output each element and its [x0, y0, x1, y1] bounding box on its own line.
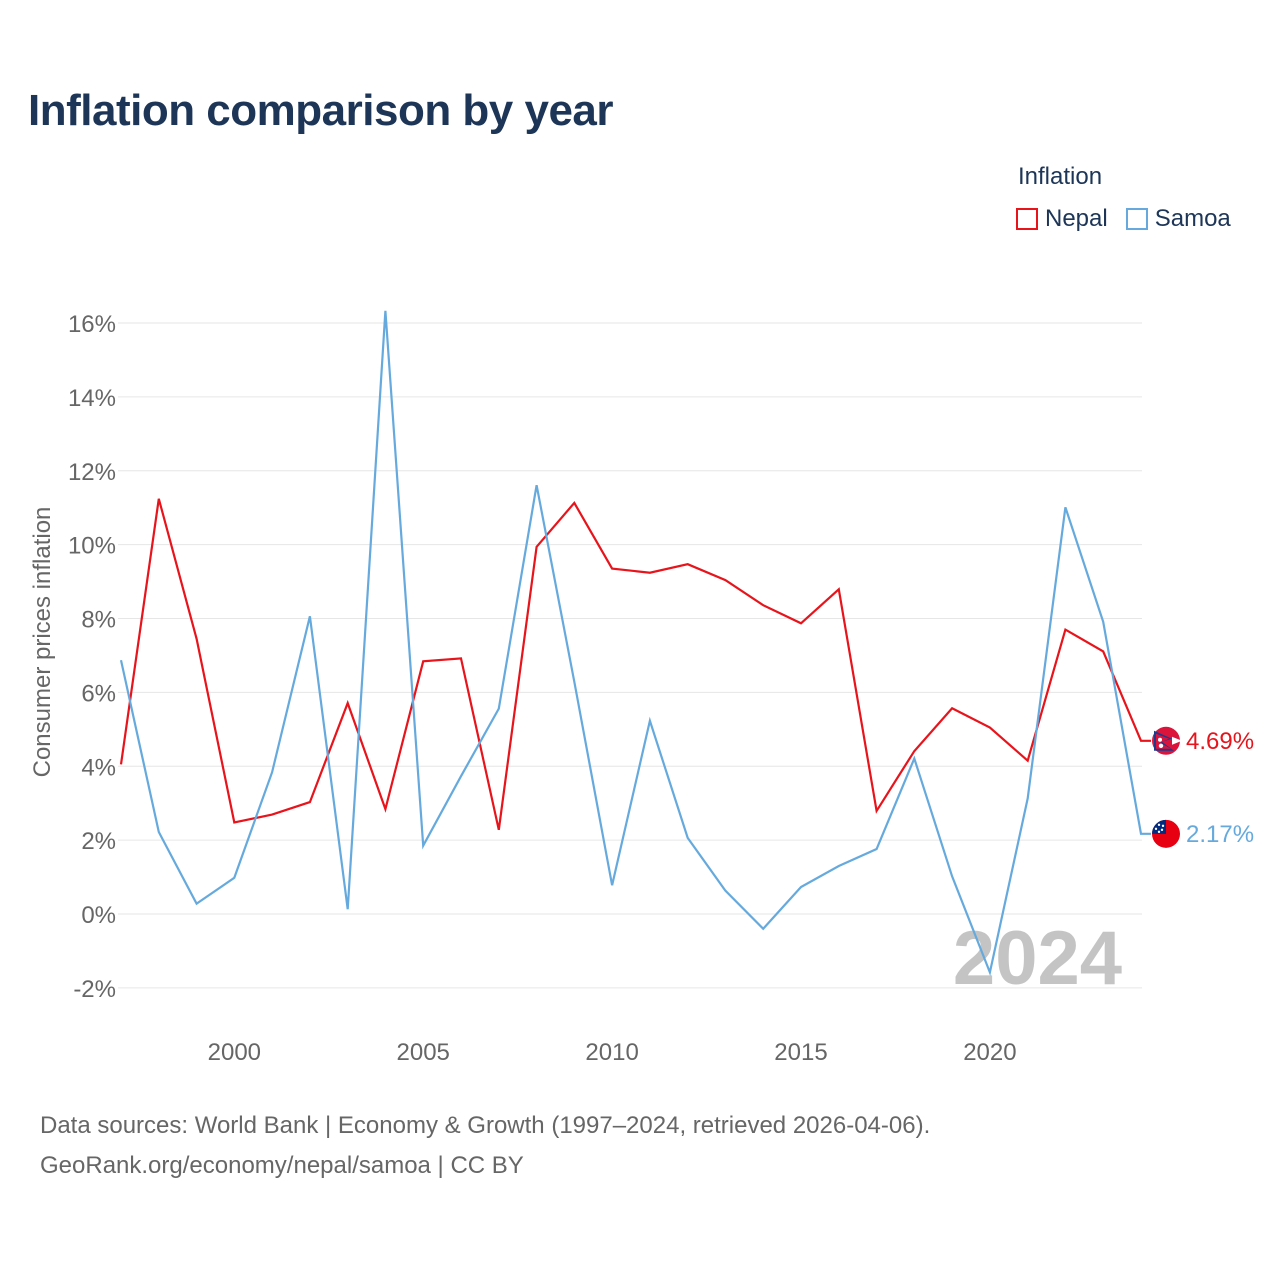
- end-label-nepal: 4.69%: [1186, 728, 1254, 755]
- x-tick-labels: 2000 2005 2010 2015 2020: [208, 1039, 1017, 1066]
- y-tick-label: 10%: [68, 533, 116, 560]
- legend-item-nepal[interactable]: Nepal: [1016, 205, 1108, 233]
- x-tick-label: 2005: [397, 1039, 450, 1066]
- y-tick-label: 14%: [68, 385, 116, 412]
- legend-swatch-samoa: [1125, 208, 1148, 230]
- x-tick-label: 2020: [963, 1039, 1016, 1066]
- y-axis-label: Consumer prices inflation: [29, 507, 56, 778]
- legend-title: Inflation: [1018, 163, 1103, 190]
- series-line-nepal[interactable]: [119, 498, 1151, 831]
- footer-sources: Data sources: World Bank | Economy & Gro…: [40, 1112, 931, 1139]
- y-tick-label: 6%: [81, 680, 116, 707]
- series-line-samoa[interactable]: [119, 310, 1151, 977]
- legend: Nepal Samoa: [1016, 205, 1249, 233]
- legend-label-samoa: Samoa: [1154, 205, 1231, 232]
- end-label-samoa: 2.17%: [1186, 821, 1254, 848]
- y-tick-labels: -2% 0% 2% 4% 6% 8% 10% 12% 14% 16%: [68, 311, 116, 1003]
- x-tick-label: 2015: [774, 1039, 827, 1066]
- legend-swatch-nepal: [1016, 208, 1038, 230]
- x-tick-label: 2000: [208, 1039, 261, 1066]
- y-tick-label: 16%: [68, 311, 116, 338]
- y-tick-label: 4%: [81, 754, 116, 781]
- y-tick-label: 8%: [81, 607, 116, 634]
- series-end-labels: 4.69% 2.17%: [1152, 726, 1254, 848]
- nepal-flag-icon: [1152, 726, 1182, 755]
- samoa-flag-icon: [1152, 819, 1180, 848]
- legend-label-nepal: Nepal: [1045, 205, 1108, 232]
- line-chart: -2%0%2%4%6%8%10%12%14%16% 2000 2005 2010 20…: [29, 310, 1254, 1066]
- y-tick-label: 12%: [68, 459, 116, 486]
- year-watermark: 2024: [953, 916, 1122, 1001]
- x-tick-label: 2010: [585, 1039, 638, 1066]
- y-tick-label: 0%: [81, 902, 116, 929]
- legend-item-samoa[interactable]: Samoa: [1125, 205, 1231, 233]
- chart-title: Inflation comparison by year: [28, 86, 614, 135]
- footer: Data sources: World Bank | Economy & Gro…: [40, 1106, 930, 1186]
- gridlines: [118, 322, 1142, 989]
- y-tick-label: -2%: [73, 976, 116, 1003]
- y-tick-label: 2%: [81, 828, 116, 855]
- footer-link[interactable]: GeoRank.org/economy/nepal/samoa | CC BY: [40, 1152, 524, 1179]
- series-lines: [119, 310, 1151, 977]
